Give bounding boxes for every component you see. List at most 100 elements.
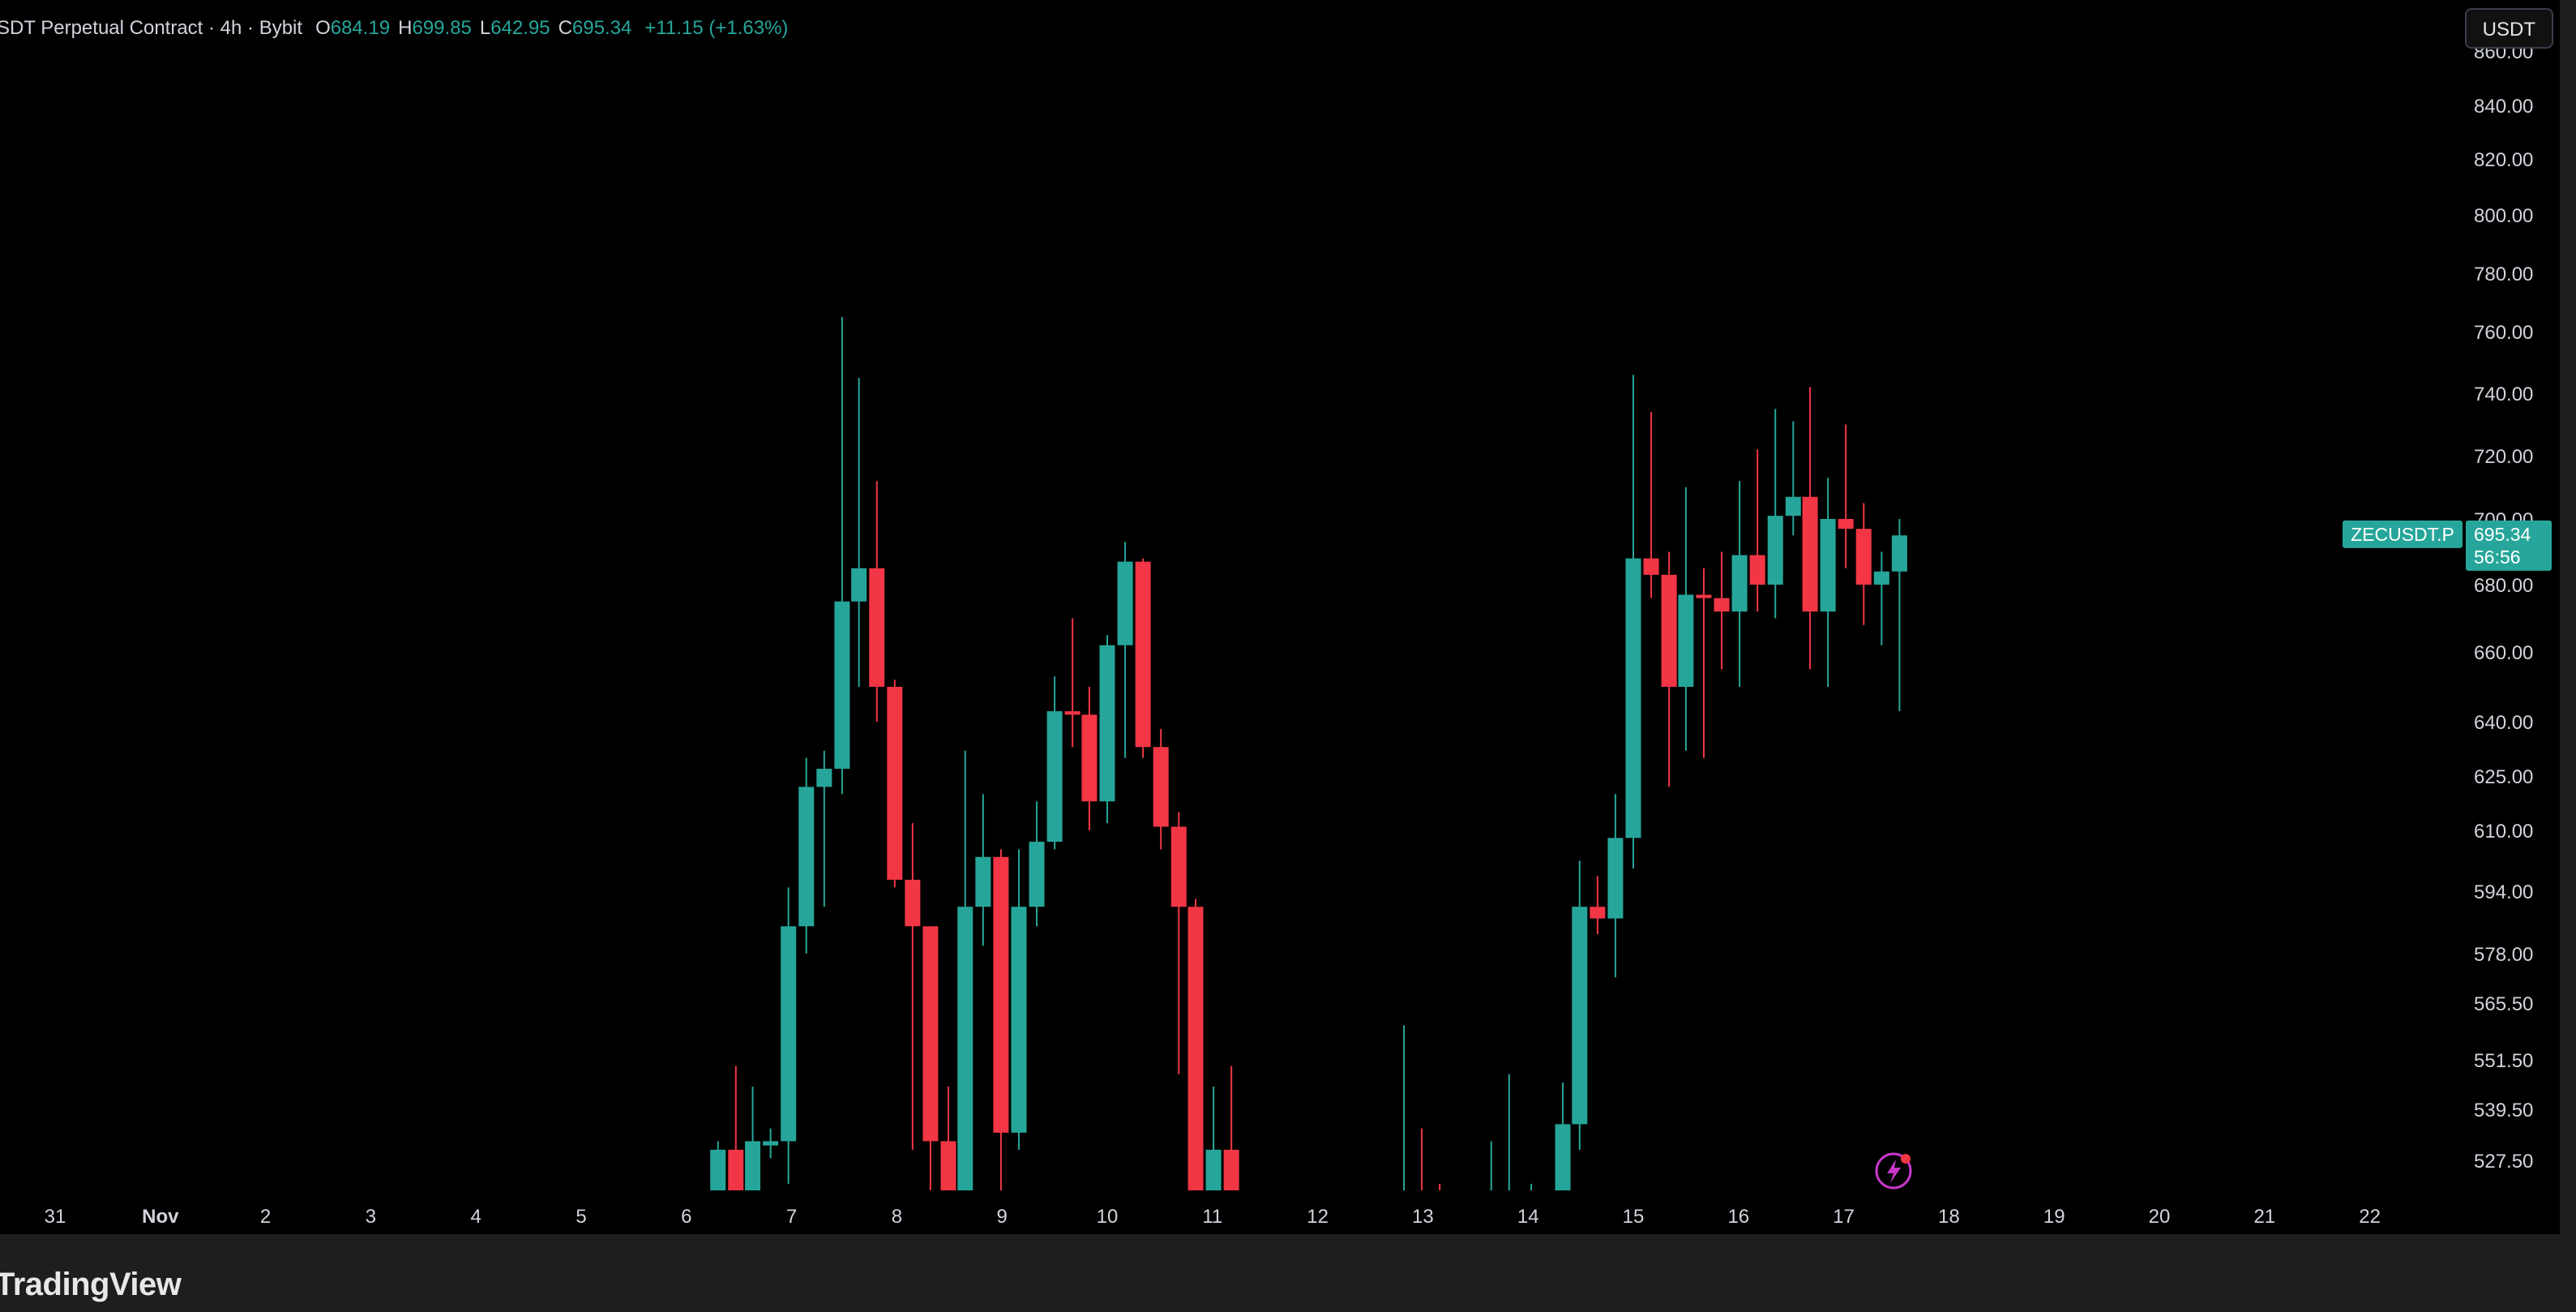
candle-body (1891, 535, 1907, 572)
candle (1153, 728, 1169, 850)
candle (834, 317, 850, 795)
candle-body (1873, 571, 1889, 585)
price-tick-label: 780.00 (2474, 264, 2533, 285)
candle-body (1696, 594, 1712, 598)
price-tick-label: 610.00 (2474, 821, 2533, 843)
time-tick-label: 20 (2149, 1206, 2171, 1228)
candle (1607, 794, 1624, 978)
legend-open-value: 684.19 (330, 17, 391, 39)
time-tick-label: 22 (2359, 1206, 2381, 1228)
candle (1432, 1183, 1448, 1234)
candle-body (710, 1149, 726, 1190)
legend-open-key: O (315, 17, 331, 39)
chart-pane[interactable]: 527.50 539.50 551.50 565.50 578.00 594.00 610.… (0, 0, 2560, 1234)
candle-body (781, 926, 797, 1142)
candle (1064, 618, 1080, 748)
symbol-legend: SDT Perpetual Contract · 4h · Bybit O684.… (0, 15, 788, 42)
candle (1011, 849, 1027, 1150)
candle (1590, 876, 1606, 934)
candle-body (1223, 1149, 1239, 1190)
candle-body (1643, 558, 1659, 575)
candle (816, 750, 832, 907)
time-tick-label: 3 (366, 1206, 376, 1228)
candle (1081, 687, 1098, 830)
candle (1046, 676, 1063, 850)
candle-body (1135, 561, 1151, 748)
alert-icon-bolt (1887, 1160, 1901, 1183)
lightning-alert-icon[interactable] (1875, 1152, 1912, 1190)
price-tick-label: 578.00 (2474, 944, 2533, 966)
price-tick-label: 840.00 (2474, 96, 2533, 118)
legend-close-value: 695.34 (572, 17, 632, 39)
candle (1714, 551, 1730, 670)
alert-icon-ring (1875, 1152, 1912, 1190)
candlestick-chart[interactable]: 527.50 539.50 551.50 565.50 578.00 594.00 610.… (0, 0, 2560, 1234)
candle-body (1099, 645, 1115, 802)
symbol-tag-label: ZECUSDT.P (2351, 524, 2454, 545)
candle-body (922, 926, 939, 1142)
candle-body (1432, 1192, 1448, 1234)
candle (1187, 898, 1204, 1190)
candle-body (1064, 711, 1080, 715)
candle-body (1590, 907, 1606, 919)
candle (1501, 1074, 1517, 1234)
price-tick-label: 800.00 (2474, 205, 2533, 227)
price-tick-label: 527.50 (2474, 1151, 2533, 1173)
time-tick-label: 31 (45, 1206, 66, 1228)
price-tick-label: 680.00 (2474, 575, 2533, 597)
candle-body (1855, 529, 1872, 585)
candle-body (1802, 496, 1818, 612)
candle (1555, 1082, 1571, 1190)
time-tick-label: 11 (1202, 1206, 1222, 1228)
time-tick-label: 13 (1412, 1206, 1434, 1228)
candle-body (1081, 714, 1098, 802)
price-tag-bg (2466, 520, 2552, 571)
candle-body (1117, 561, 1133, 645)
tradingview-logo[interactable]: TradingView (0, 1267, 182, 1302)
candle (1117, 542, 1133, 758)
candle (1205, 1087, 1222, 1190)
time-tick-label: 15 (1623, 1206, 1645, 1228)
candle-body (1029, 842, 1045, 907)
candle (1838, 424, 1854, 568)
candle-body (993, 856, 1009, 1133)
candle-body (1607, 838, 1624, 919)
candle (1029, 801, 1045, 927)
alert-icon-dot (1901, 1154, 1911, 1164)
legend-close-key: C (558, 17, 572, 39)
price-tag-value: 695.34 (2474, 524, 2531, 545)
candle (1767, 409, 1783, 619)
legend-high-key: H (398, 17, 413, 39)
candle-body (1714, 598, 1730, 612)
legend-high-value: 699.85 (412, 17, 472, 39)
symbol-tag-bg (2343, 520, 2463, 548)
legend-change: +11.15 (+1.63%) (644, 17, 789, 39)
candle (781, 887, 797, 1184)
candle (1785, 421, 1801, 536)
candle (1421, 1128, 1423, 1190)
candle (745, 1087, 761, 1190)
price-tick-label: 565.50 (2474, 993, 2533, 1015)
candle (1490, 1141, 1492, 1190)
currency-button[interactable]: USDT (2464, 8, 2553, 49)
time-tick-label: 21 (2253, 1206, 2275, 1228)
time-tick-label: 2 (260, 1206, 271, 1228)
candle (1099, 635, 1115, 824)
candle-body (1785, 496, 1801, 517)
candle-body (957, 907, 973, 1190)
candle-body (1187, 907, 1204, 1190)
candle-body (1501, 1226, 1517, 1234)
price-tick-label: 820.00 (2474, 149, 2533, 171)
candle (975, 794, 991, 946)
candle (1223, 1065, 1239, 1190)
time-tick-label: Nov (142, 1206, 179, 1228)
candle-body (975, 856, 991, 907)
candle (1572, 860, 1588, 1150)
candle (728, 1065, 744, 1190)
candle-body (1767, 516, 1783, 585)
price-tick-label: 594.00 (2474, 881, 2533, 903)
candle (1135, 558, 1151, 758)
candle-body (1749, 555, 1765, 585)
